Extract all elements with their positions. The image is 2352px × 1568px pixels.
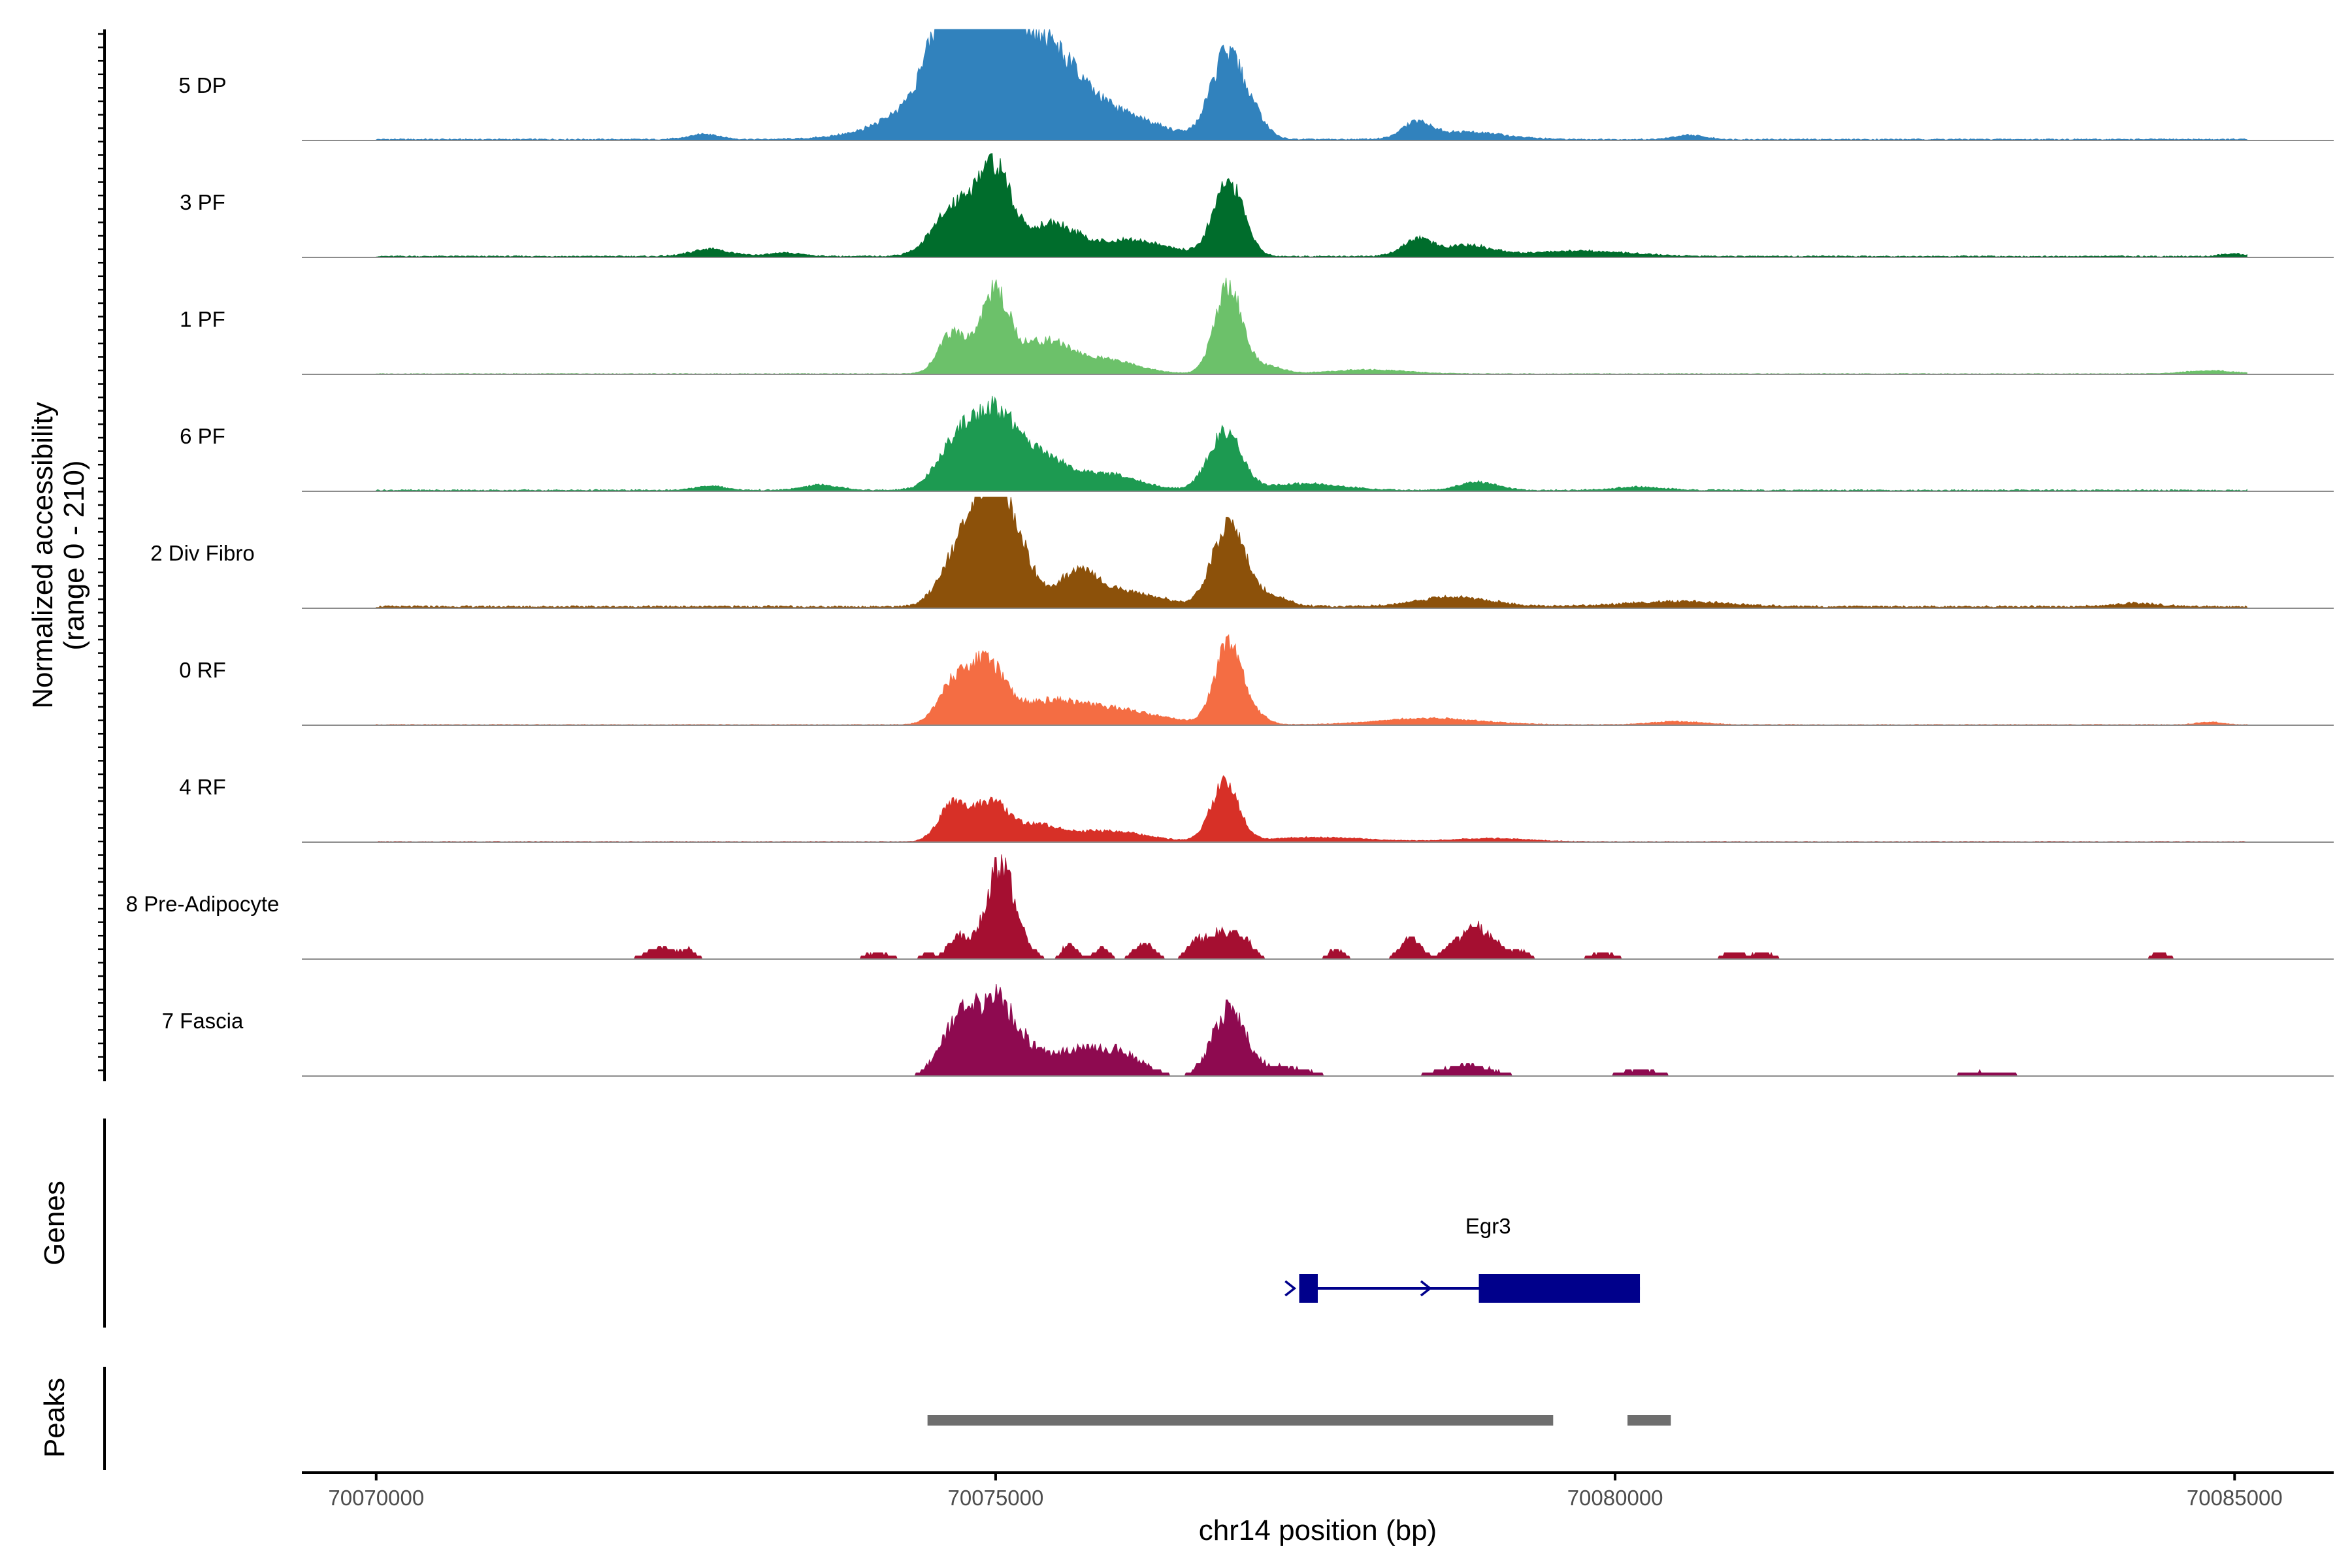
- coverage-area: [376, 153, 2247, 258]
- track-labels: 5 DP 3 PF 1 PF 6 PF 2 Div Fibro 0 RF 4 RF 8 Pre…: [126, 73, 280, 1033]
- track-6-pf: [302, 395, 2334, 492]
- track-label: 6 PF: [180, 424, 225, 448]
- x-tick-label: 70070000: [328, 1486, 424, 1510]
- coverage-area: [376, 497, 2247, 609]
- gene-label: Egr3: [1465, 1214, 1511, 1238]
- track-label: 8 Pre-Adipocyte: [126, 892, 280, 916]
- coverage-area: [376, 775, 2247, 843]
- coverage-area: [376, 634, 2247, 726]
- peak-bar: [927, 1415, 1554, 1426]
- strand-arrow: [1284, 1280, 1297, 1297]
- track-label: 5 DP: [178, 73, 226, 97]
- strand-arrow: [1420, 1280, 1432, 1297]
- x-tick-label: 70080000: [1567, 1486, 1663, 1510]
- track-8-pre-adipocyte: [302, 854, 2334, 960]
- coverage-area: [376, 28, 2247, 141]
- y-axis-title-line2: (range 0 - 210): [58, 460, 90, 650]
- track-1-pf: [302, 278, 2334, 375]
- peaks-axis-title: Peaks: [39, 1378, 71, 1458]
- genes-axis-title: Genes: [39, 1181, 71, 1266]
- y-axis-title-line1-text: Normalized accessibility: [27, 402, 59, 708]
- track-label: 7 Fascia: [162, 1009, 244, 1033]
- track-0-rf: [302, 634, 2334, 726]
- gene-exon: [1299, 1274, 1318, 1303]
- peak-track: [927, 1415, 1671, 1426]
- coverage-tracks: [302, 28, 2334, 1077]
- coverage-area: [376, 395, 2247, 492]
- coverage-area: [376, 984, 2247, 1077]
- track-3-pf: [302, 153, 2334, 258]
- coverage-area: [376, 278, 2247, 375]
- track-label: 3 PF: [180, 190, 225, 214]
- track-label: 4 RF: [179, 775, 226, 799]
- track-label: 1 PF: [180, 307, 225, 331]
- track-label: 0 RF: [179, 658, 226, 682]
- coverage-area: [376, 854, 2247, 960]
- track-4-rf: [302, 775, 2334, 843]
- x-axis-title: chr14 position (bp): [1199, 1514, 1437, 1546]
- track-7-fascia: [302, 984, 2334, 1077]
- track-2-div-fibro: [302, 497, 2334, 609]
- track-label: 2 Div Fibro: [150, 541, 255, 565]
- x-tick-label: 70075000: [948, 1486, 1044, 1510]
- gene-track: [1284, 1274, 1641, 1303]
- gene-exon: [1478, 1274, 1641, 1303]
- peak-bar: [1627, 1415, 1671, 1426]
- x-axis-ticks: 70070000 70075000 70080000 70085000: [328, 1473, 2283, 1510]
- track-5-dp: [302, 28, 2334, 141]
- coverage-y-ticks: [98, 33, 105, 1071]
- x-tick-label: 70085000: [2187, 1486, 2283, 1510]
